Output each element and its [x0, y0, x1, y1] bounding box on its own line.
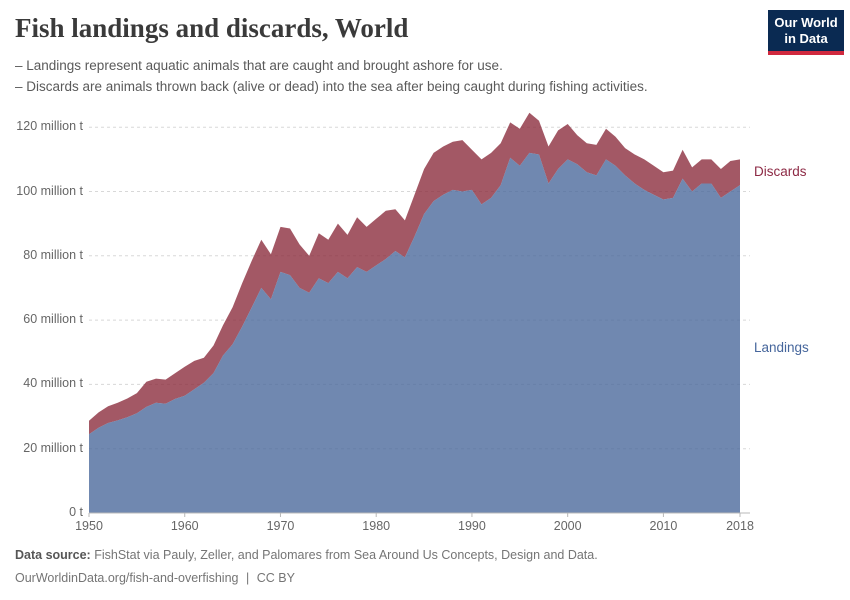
y-axis-tick-label-80: 80 million t — [23, 247, 83, 262]
footer-link: OurWorldinData.org/fish-and-overfishing — [15, 571, 239, 585]
y-axis-tick-label-0: 0 t — [69, 505, 83, 519]
y-axis-tick-label-20: 20 million t — [23, 440, 83, 455]
x-axis-tick-label-1960: 1960 — [170, 519, 199, 533]
footer-divider: | — [245, 571, 250, 585]
owid-logo-line1: Our World — [774, 15, 838, 30]
y-axis-tick-label-60: 60 million t — [23, 312, 83, 327]
series-label-discards: Discards — [754, 164, 807, 180]
x-axis-tick-label-1970: 1970 — [266, 519, 295, 533]
owid-logo: Our World in Data — [768, 10, 844, 55]
y-axis-tick-label-40: 40 million t — [23, 376, 83, 391]
x-axis-tick-label-2018: 2018 — [726, 519, 754, 533]
footer-link-line: OurWorldinData.org/fish-and-overfishing … — [15, 569, 295, 587]
series-label-landings: Landings — [754, 340, 809, 356]
x-axis-tick-label-1990: 1990 — [458, 519, 486, 533]
x-axis-tick-label-1950: 1950 — [75, 519, 103, 533]
footer-source-label: Data source: — [15, 548, 91, 562]
page-title: Fish landings and discards, World — [15, 13, 409, 43]
footer-source-line: Data source: FishStat via Pauly, Zeller,… — [15, 546, 598, 564]
footer-source-text: FishStat via Pauly, Zeller, and Palomare… — [94, 548, 598, 562]
y-axis-tick-label-120: 120 million t — [16, 119, 83, 134]
x-axis-tick-label-2000: 2000 — [553, 519, 582, 533]
y-axis-tick-label-100: 100 million t — [16, 183, 83, 198]
x-axis-tick-label-2010: 2010 — [649, 519, 678, 533]
owid-logo-line2: in Data — [784, 31, 828, 46]
footer-license: CC BY — [256, 571, 295, 585]
x-axis-tick-label-1980: 1980 — [362, 519, 391, 533]
subtitle-line-discards: – Discards are animals thrown back (aliv… — [15, 79, 648, 94]
subtitle-line-landings: – Landings represent aquatic animals tha… — [15, 58, 503, 73]
